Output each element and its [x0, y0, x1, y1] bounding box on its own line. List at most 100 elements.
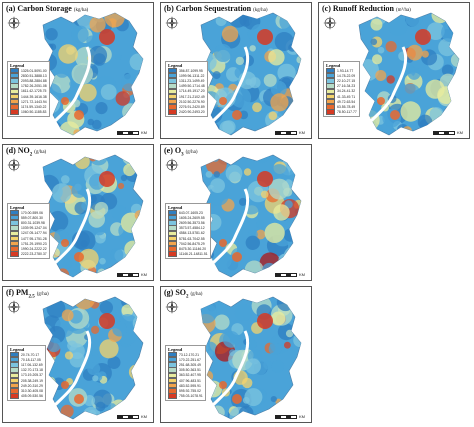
legend-item: 2276.91-2420.89 [168, 104, 205, 110]
legend-swatch [326, 67, 335, 74]
value-patch [71, 25, 89, 44]
legend-item: 356.87-1099.95 [168, 67, 205, 74]
value-patch [204, 385, 212, 393]
panel-unit: (m³/ha) [396, 8, 411, 13]
legend-item: 1311.23-1499.49 [168, 78, 205, 84]
value-patch [121, 304, 134, 317]
legend-label: 2420.90-2493.20 [179, 110, 205, 115]
value-patch [43, 44, 49, 56]
value-patch [93, 53, 106, 66]
legend-swatch [326, 83, 335, 89]
legend-swatch [168, 93, 177, 100]
value-patch [205, 171, 213, 178]
value-patch [243, 168, 252, 176]
legend-item: 1477.95-1751.28 [10, 235, 47, 242]
legend-label: 7042.56-8475.29 [179, 241, 205, 246]
legend-item: 1174.59-1340.22 [10, 104, 47, 110]
legend-swatch [168, 251, 177, 257]
legend-label: 3573.57-4584.12 [179, 226, 205, 231]
legend-label: 1605.24-2609.55 [179, 215, 205, 220]
hotspot-patch [74, 394, 84, 404]
legend-item: 1.93-14.77 [326, 67, 357, 74]
legend-item: 70.18-117.05 [10, 357, 43, 363]
panel-unit: (g/ha) [36, 292, 49, 297]
legend-item: 41.33-49.71 [326, 93, 357, 100]
value-patch [64, 351, 74, 360]
legend-item: 559.07-800.30 [10, 215, 47, 221]
legend-label: 41.33-49.71 [337, 94, 356, 99]
legend-swatch [10, 362, 19, 368]
north-arrow-icon [165, 16, 179, 30]
legend-swatch [10, 235, 19, 242]
legend-label: 20.74-70.17 [21, 352, 40, 357]
value-patch [61, 175, 70, 184]
panel-letter: (f) [6, 288, 14, 297]
value-patch [43, 45, 49, 55]
value-patch [206, 122, 220, 135]
value-patch [124, 240, 142, 258]
legend-swatch [168, 88, 177, 95]
scale-bar: KM [117, 414, 147, 419]
panel-title: (g) SO2 (g/ha) [164, 288, 202, 300]
value-patch [73, 297, 96, 310]
value-patch [388, 17, 408, 36]
hotspot-patch [415, 29, 431, 45]
legend: Legend 1325.01-5091.00 2830.51-3888.13 2093… [7, 61, 50, 117]
value-patch [93, 389, 112, 409]
scale-bar-line [433, 131, 455, 135]
value-patch [375, 70, 387, 81]
panel-unit: (g/ha) [190, 292, 203, 297]
value-patch [99, 297, 107, 301]
value-patch [110, 248, 124, 262]
legend-swatch [10, 388, 19, 394]
value-patch [289, 155, 300, 163]
value-patch [284, 341, 291, 349]
scale-bar: KM [433, 130, 463, 135]
scale-bar-line [275, 273, 297, 277]
legend-swatch [168, 357, 177, 363]
legend-label: 170.00-559.06 [21, 210, 43, 215]
legend-swatch [168, 215, 177, 221]
value-patch [276, 297, 295, 312]
value-patch [45, 376, 56, 388]
map-panel: (g) SO2 (g/ha) Legend 73.12-170.21 170.22-2… [160, 286, 312, 423]
value-patch [73, 129, 81, 135]
hotspot-patch [61, 381, 69, 389]
legend: Legend 1.93-14.77 14.78-22.09 22.10-27.15 27… [323, 61, 360, 117]
value-patch [121, 73, 139, 92]
map-panel: (c) Runoff Reduction (m³/ha) Legend 1.93-1… [318, 2, 470, 139]
legend-title: Legend [10, 205, 25, 210]
value-patch [285, 251, 301, 268]
legend-swatch [168, 99, 177, 105]
legend-label: 1271.72-1443.94 [21, 99, 47, 104]
legend-item: 1611.42-1725.75 [10, 88, 47, 95]
hotspot-patch [74, 252, 84, 262]
legend-title: Legend [326, 63, 341, 68]
value-patch [55, 63, 70, 78]
legend-label: 643.07-1605.23 [179, 210, 203, 215]
panel-name: Carbon Sequestration [175, 4, 252, 13]
value-patch [386, 75, 395, 84]
panel-title: (c) Runoff Reduction (m³/ha) [322, 4, 411, 13]
value-patch [238, 405, 254, 419]
choropleth-map [200, 296, 302, 420]
legend-label: 27.16-34.23 [337, 84, 356, 89]
value-patch [385, 41, 397, 53]
legend-label: 1325.01-5091.00 [21, 68, 47, 73]
river [53, 46, 92, 123]
value-patch [263, 73, 277, 87]
value-patch [104, 13, 125, 28]
legend-item: 73.12-170.21 [168, 351, 203, 358]
legend-item: 34.24-41.32 [326, 88, 357, 95]
scale-label: KM [141, 414, 147, 419]
legend-label: 310.30-405.08 [21, 388, 43, 393]
value-patch [277, 323, 295, 341]
legend-item: 170.00-559.06 [10, 209, 47, 216]
legend-label: 8475.30-11146.20 [179, 246, 207, 251]
legend-swatch [10, 209, 19, 216]
value-patch [129, 53, 143, 71]
choropleth-map [200, 154, 302, 278]
value-patch [421, 50, 429, 58]
panel-unit: (g/ha) [185, 150, 198, 155]
value-patch [296, 55, 301, 64]
